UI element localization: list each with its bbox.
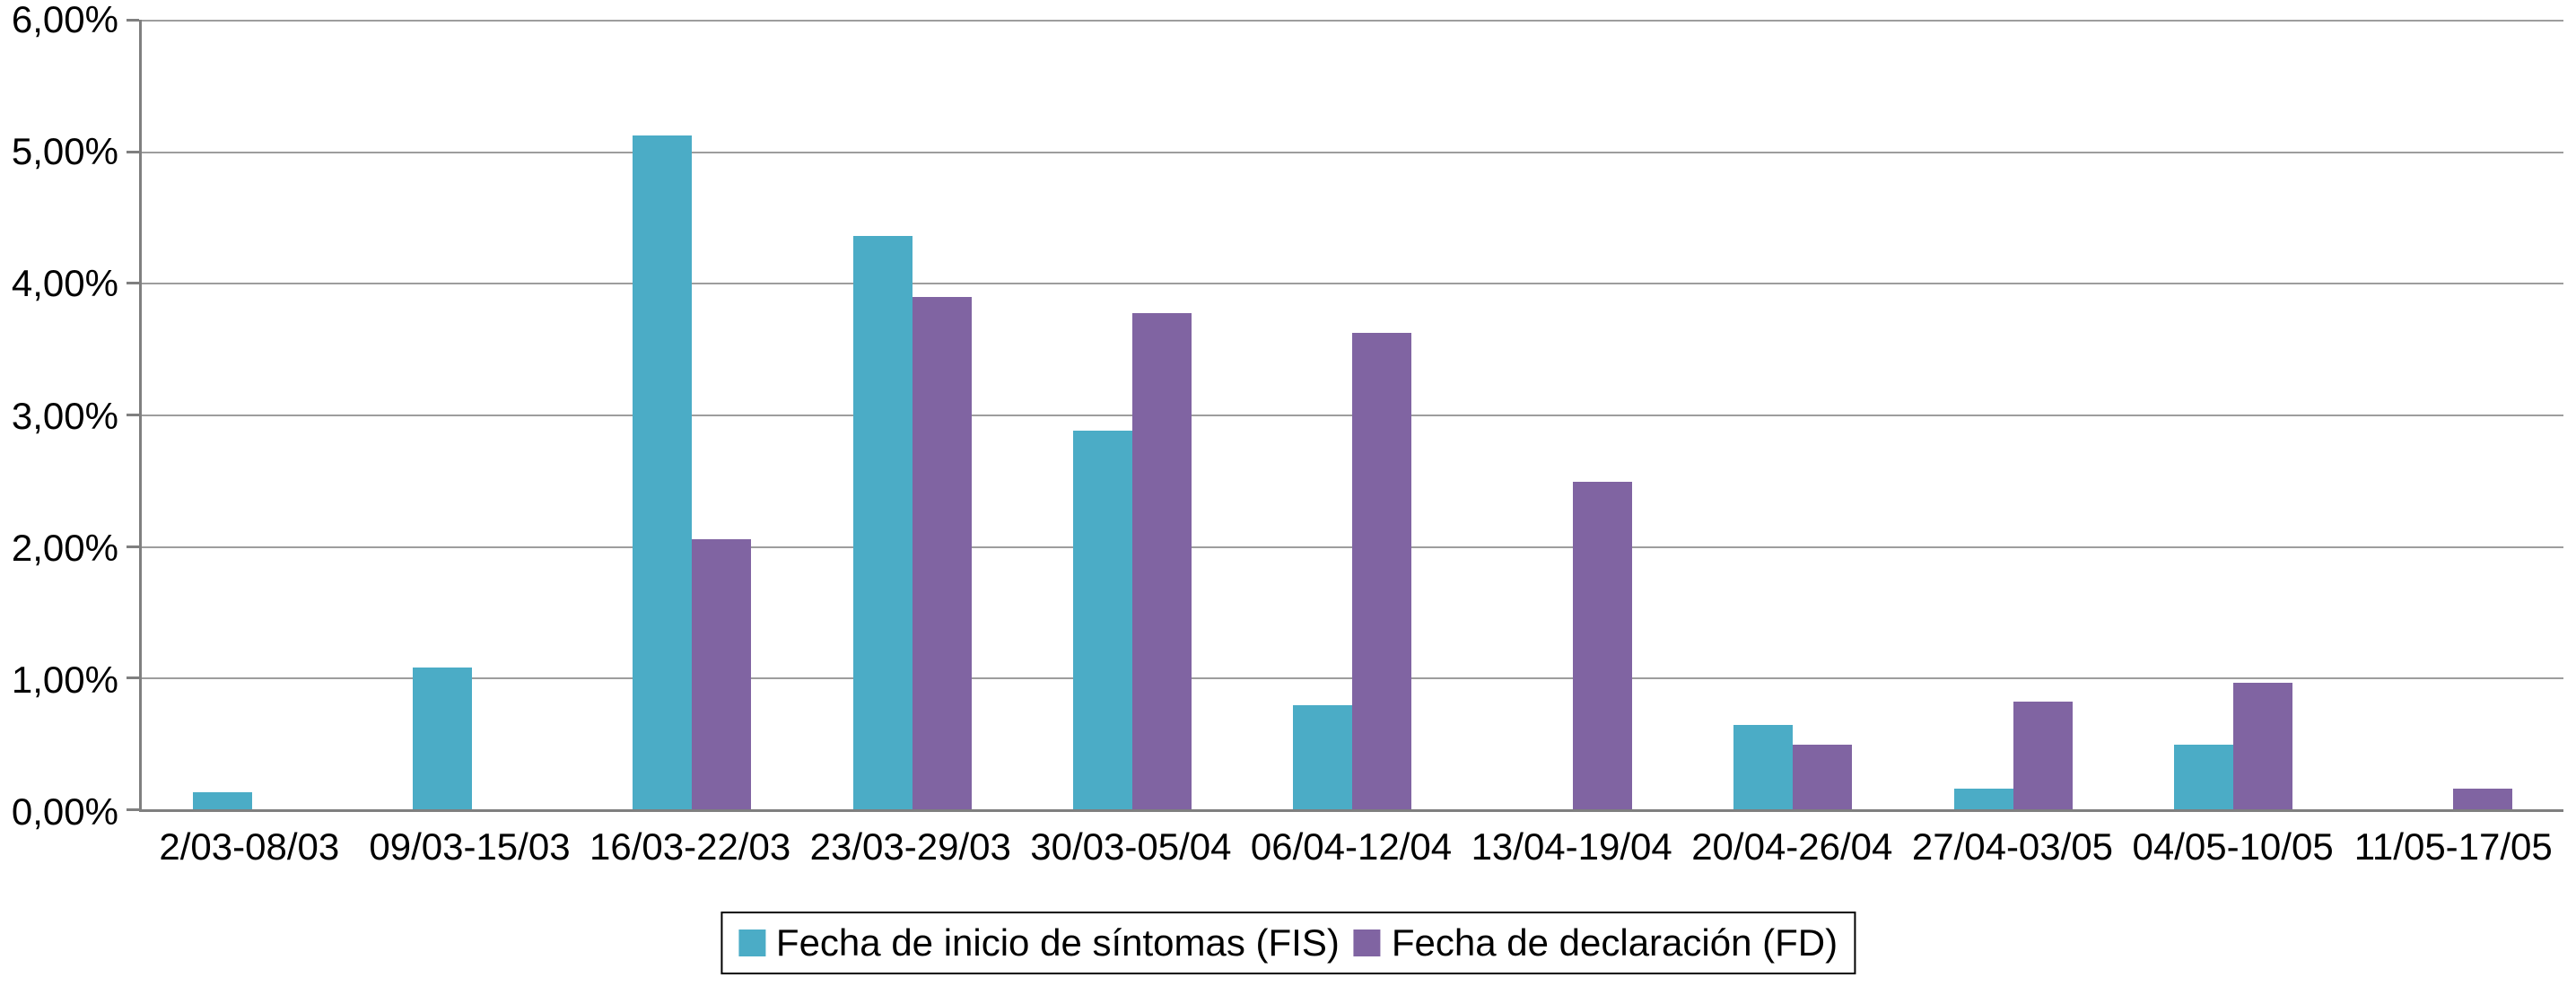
y-axis-label: 4,00% — [11, 262, 118, 305]
bar-fd — [1793, 745, 1853, 809]
bar-fis — [2173, 745, 2233, 809]
y-axis-tick — [127, 414, 139, 416]
bar-group — [1243, 20, 1463, 809]
x-axis-label: 27/04-03/05 — [1911, 825, 2114, 868]
bar-group — [1903, 20, 2123, 809]
bar-fd — [2013, 701, 2073, 809]
x-axis-label: 06/04-12/04 — [1250, 825, 1453, 868]
bar-fis — [1953, 788, 2013, 809]
y-axis-tick — [127, 150, 139, 153]
x-axis-label: 04/05-10/05 — [2132, 825, 2334, 868]
y-axis-tick — [127, 808, 139, 811]
y-axis-tick — [127, 545, 139, 548]
bar-group — [1463, 20, 1682, 809]
x-axis-label: 30/03-05/04 — [1030, 825, 1232, 868]
plot-area — [127, 19, 2563, 812]
bar-group — [2123, 20, 2343, 809]
bar-fd — [1132, 313, 1192, 809]
y-axis-labels: 0,00% 1,00% 2,00% 3,00% 4,00% 5,00% 6,00% — [0, 1, 118, 831]
fis-swatch-icon — [738, 930, 765, 956]
bar-fis — [1733, 725, 1794, 809]
bar-fd — [1572, 481, 1632, 809]
x-axis-label: 11/05-17/05 — [2353, 825, 2553, 868]
legend-label-fd: Fecha de declaración (FD) — [1391, 921, 1838, 964]
y-axis-label: 5,00% — [11, 130, 118, 173]
y-axis-tick — [127, 282, 139, 285]
x-axis-label: 13/04-19/04 — [1471, 825, 1672, 868]
bar-groups — [142, 20, 2563, 809]
x-axis-label: 09/03-15/03 — [369, 825, 571, 868]
y-axis-tick — [127, 676, 139, 680]
x-axis-label: 2/03-08/03 — [159, 825, 340, 868]
bar-fd — [2453, 788, 2513, 809]
bar-fis — [1293, 705, 1353, 809]
gridline — [142, 283, 2563, 285]
bar-group — [2344, 20, 2563, 809]
legend-entry-fd: Fecha de declaración (FD) — [1353, 921, 1838, 964]
bar-fis — [413, 667, 473, 809]
bar-fd — [912, 297, 972, 809]
bar-fd — [2232, 683, 2292, 809]
bar-group — [582, 20, 802, 809]
bar-group — [142, 20, 362, 809]
bar-group — [1683, 20, 1903, 809]
legend-entry-fis: Fecha de inicio de síntomas (FIS) — [738, 921, 1340, 964]
y-axis-tick — [127, 19, 139, 22]
y-axis-label: 1,00% — [11, 658, 118, 701]
x-axis-label: 16/03-22/03 — [589, 825, 791, 868]
x-axis-label: 20/04-26/04 — [1691, 825, 1893, 868]
bar-group — [1022, 20, 1242, 809]
gridline — [142, 20, 2563, 22]
bar-group — [362, 20, 581, 809]
gridline — [142, 151, 2563, 153]
y-axis-label: 2,00% — [11, 526, 118, 569]
x-axis-label: 23/03-29/03 — [809, 825, 1011, 868]
legend-label-fis: Fecha de inicio de síntomas (FIS) — [775, 921, 1340, 964]
legend: Fecha de inicio de síntomas (FIS) Fecha … — [720, 912, 1856, 974]
y-axis-label: 0,00% — [11, 790, 118, 833]
bar-fis — [852, 235, 913, 809]
bar-fd — [1352, 333, 1412, 809]
bar-fd — [692, 539, 752, 809]
bar-fis — [633, 135, 693, 809]
x-axis-labels: 2/03-08/03 09/03-15/03 16/03-22/03 23/03-29… — [139, 825, 2563, 868]
fd-swatch-icon — [1353, 930, 1381, 956]
bar-fis — [1073, 430, 1133, 809]
y-axis-label: 3,00% — [11, 394, 118, 437]
y-axis-label: 6,00% — [11, 0, 118, 40]
bar-group — [802, 20, 1022, 809]
bar-fis — [192, 791, 252, 809]
